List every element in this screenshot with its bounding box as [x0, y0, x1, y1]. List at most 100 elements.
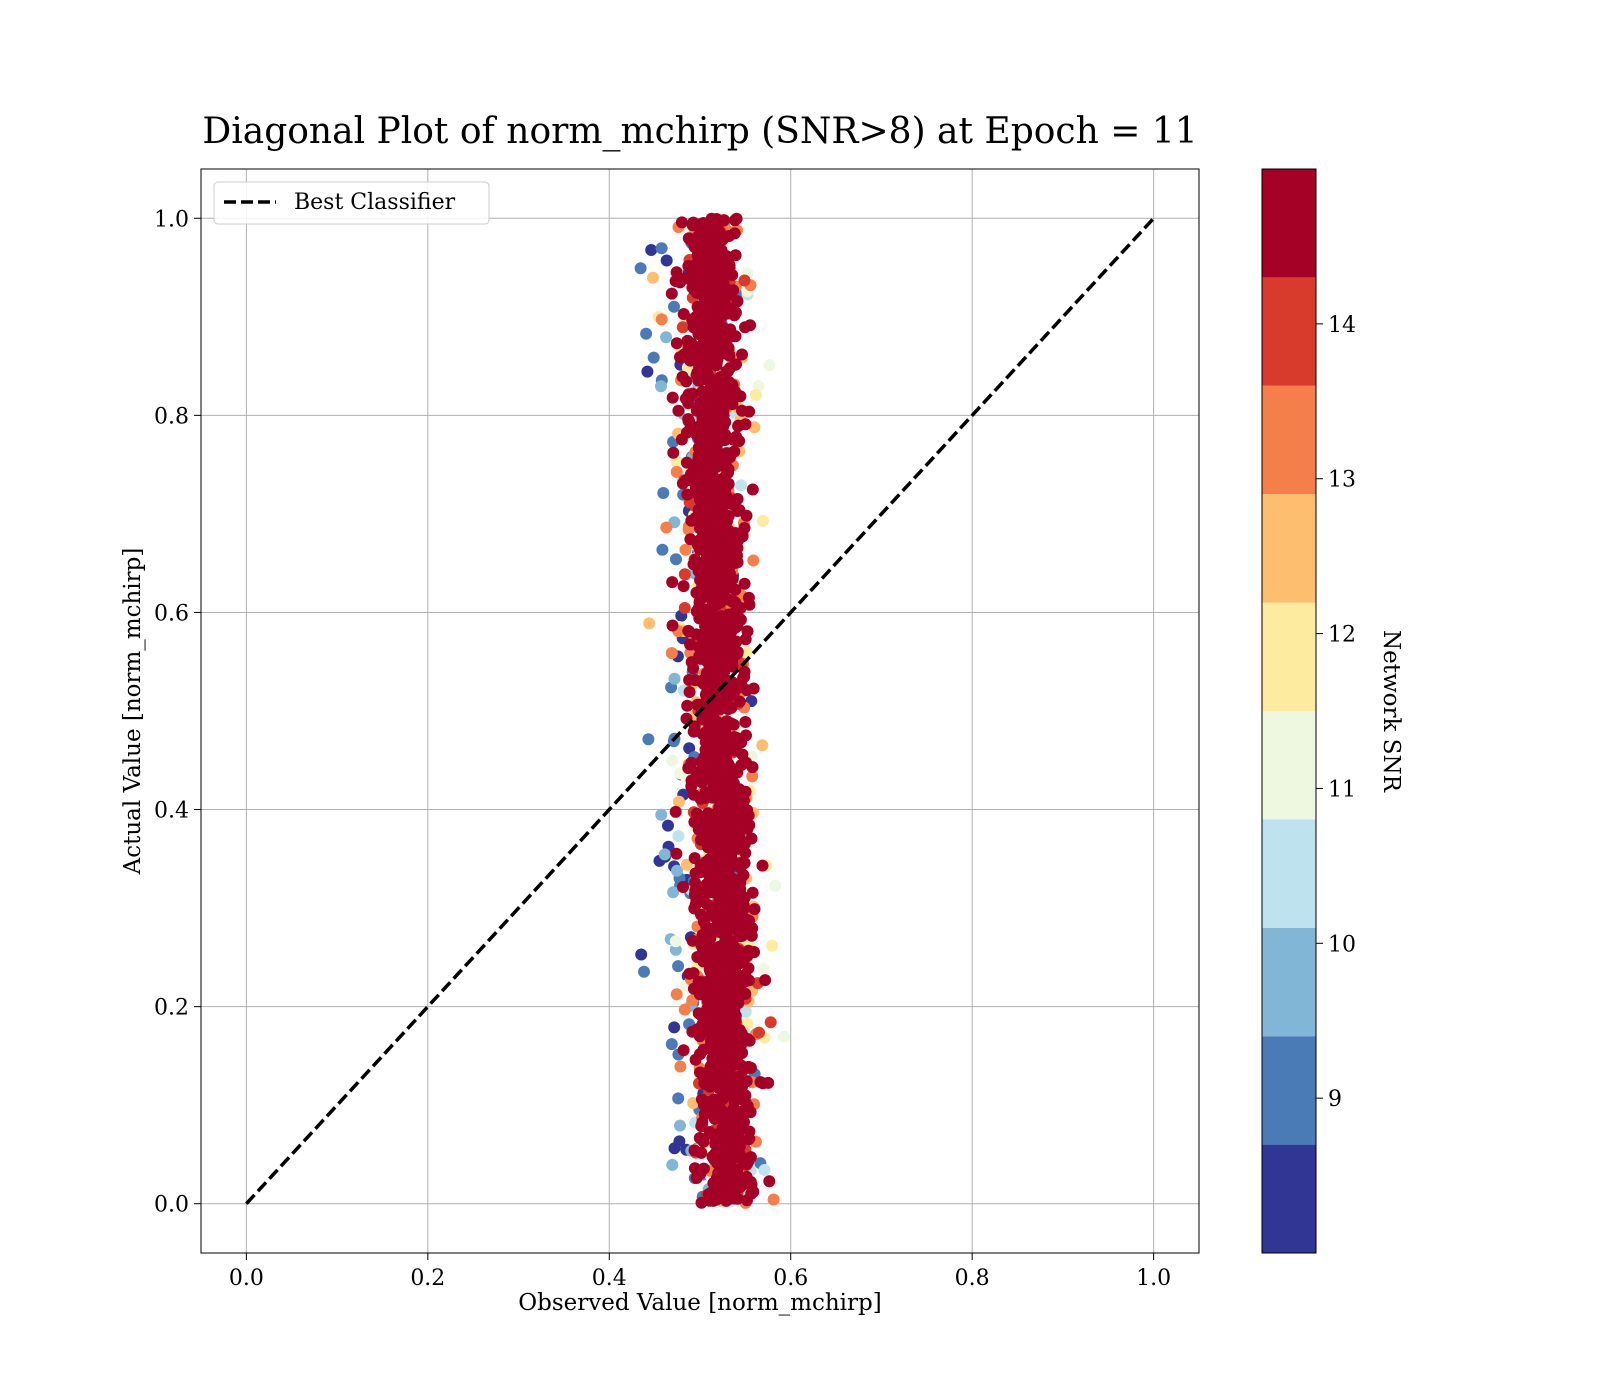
scatter-point	[764, 1016, 777, 1029]
scatter-point	[730, 212, 743, 225]
colorbar-tick-label-0: 9	[1328, 1087, 1342, 1112]
scatter-point	[740, 729, 752, 742]
scatter-point	[707, 640, 720, 653]
scatter-point	[718, 665, 731, 678]
colorbar-tick-label-2: 11	[1328, 777, 1356, 802]
scatter-point	[723, 1022, 736, 1035]
scatter-point	[703, 1194, 716, 1207]
scatter-point	[738, 891, 751, 904]
colorbar-frame	[1261, 168, 1317, 1254]
scatter-point	[738, 837, 751, 850]
scatter-point	[767, 1193, 780, 1206]
scatter-point	[689, 1053, 702, 1066]
scatter-point	[690, 586, 703, 599]
scatter-point	[681, 334, 694, 347]
scatter-point	[730, 857, 742, 870]
plot-frame	[200, 168, 1200, 1254]
scatter-point	[724, 1110, 737, 1123]
y-tick-label-4: 0.8	[154, 404, 189, 429]
scatter-point	[683, 686, 696, 698]
x-tick-label-4: 0.8	[955, 1266, 990, 1291]
colorbar	[1261, 168, 1317, 1254]
scatter-point	[707, 324, 720, 337]
scatter-point	[676, 321, 689, 334]
scatter-point	[714, 419, 727, 432]
scatter-point	[711, 222, 724, 235]
scatter-point	[729, 306, 742, 319]
scatter-point	[701, 417, 714, 429]
scatter-point	[655, 313, 668, 326]
scatter-point	[700, 387, 713, 400]
scatter-point	[690, 310, 703, 323]
scatter-point	[678, 602, 691, 614]
scatter-point	[739, 716, 752, 728]
colorbar-segment-3	[1262, 819, 1316, 928]
scatter-point	[694, 522, 706, 535]
scatter-point	[680, 456, 693, 469]
scatter-point	[729, 583, 742, 596]
scatter-point	[690, 421, 703, 434]
scatter-point	[640, 327, 653, 340]
scatter-point	[733, 1024, 746, 1037]
scatter-point	[695, 279, 707, 292]
scatter-point	[691, 270, 703, 282]
scatter-point	[694, 792, 707, 805]
scatter-point	[717, 1046, 730, 1059]
scatter-point	[660, 331, 673, 344]
scatter-point	[688, 816, 701, 828]
scatter-point	[733, 435, 746, 447]
scatter-point	[705, 617, 718, 630]
scatter-point	[721, 978, 734, 991]
scatter-point	[728, 797, 741, 810]
scatter-point	[672, 404, 685, 417]
scatter-point	[736, 348, 748, 361]
colorbar-segment-4	[1262, 711, 1316, 820]
scatter-point	[729, 1013, 741, 1026]
colorbar-label: Network SNR	[1378, 630, 1404, 793]
scatter-point	[754, 1076, 767, 1089]
legend-box	[213, 181, 490, 225]
scatter-point	[682, 232, 695, 245]
scatter-point	[710, 442, 723, 455]
scatter-point	[713, 907, 726, 920]
scatter-point	[666, 1158, 679, 1171]
scatter-point	[758, 1164, 771, 1176]
scatter-point	[667, 886, 680, 899]
scatter-point	[707, 470, 719, 482]
scatter-point	[744, 1061, 757, 1074]
scatter-point	[704, 1060, 717, 1073]
scatter-point	[689, 876, 702, 889]
scatter-point	[766, 939, 779, 952]
y-axis-ticks: 0.0 0.2 0.4 0.6 0.8 1.0	[154, 207, 201, 1218]
scatter-point	[700, 1078, 713, 1091]
scatter-point	[668, 672, 681, 685]
scatter-point	[674, 1119, 686, 1132]
x-tick-label-5: 1.0	[1136, 1266, 1171, 1291]
scatter-point	[684, 474, 697, 487]
scatter-point	[742, 591, 755, 604]
scatter-point	[655, 380, 667, 393]
scatter-point	[695, 934, 708, 947]
scatter-point	[702, 606, 715, 619]
scatter-point	[732, 997, 745, 1010]
scatter-point	[718, 721, 731, 734]
scatter-point	[656, 543, 669, 556]
scatter-points	[634, 212, 790, 1209]
colorbar-segment-8	[1262, 277, 1316, 386]
scatter-point	[672, 830, 685, 843]
scatter-point	[729, 607, 742, 620]
scatter-point	[748, 903, 761, 916]
scatter-point	[674, 1060, 687, 1073]
scatter-point	[722, 737, 735, 750]
scatter-point	[713, 1059, 726, 1072]
scatter-point	[674, 351, 686, 364]
colorbar-tick-label-4: 13	[1328, 468, 1356, 493]
scatter-point	[679, 543, 692, 556]
scatter-point	[723, 376, 736, 389]
scatter-point	[678, 568, 691, 581]
scatter-point	[696, 728, 709, 741]
scatter-point	[726, 498, 739, 510]
scatter-point	[732, 944, 745, 957]
scatter-point	[730, 358, 742, 371]
